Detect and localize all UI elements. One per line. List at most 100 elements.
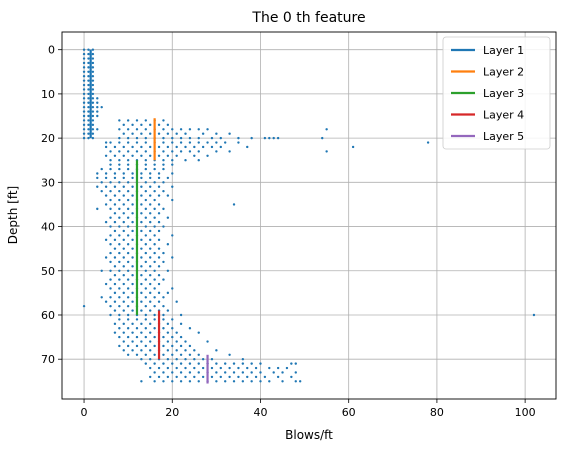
- data-point: [140, 282, 143, 286]
- data-point: [149, 194, 152, 197]
- data-point: [91, 105, 95, 109]
- data-point: [87, 128, 90, 131]
- data-point: [122, 154, 125, 158]
- data-point: [144, 167, 147, 171]
- data-point: [224, 371, 227, 374]
- data-point: [87, 88, 90, 91]
- data-point: [272, 371, 275, 374]
- data-point: [82, 83, 86, 87]
- data-point: [179, 353, 183, 356]
- data-point: [162, 159, 165, 162]
- x-tick-label: 0: [81, 406, 88, 419]
- data-point: [162, 225, 165, 228]
- data-point: [118, 189, 121, 193]
- data-point: [118, 260, 121, 264]
- data-point: [197, 159, 200, 162]
- data-point: [219, 375, 222, 379]
- data-point: [162, 304, 165, 308]
- data-point: [131, 176, 134, 180]
- data-point: [109, 313, 112, 317]
- data-point: [109, 189, 112, 193]
- data-point: [250, 362, 253, 365]
- data-point: [232, 380, 236, 383]
- data-point: [188, 344, 192, 348]
- data-point: [162, 181, 165, 184]
- data-point: [118, 344, 121, 348]
- data-point: [109, 141, 112, 144]
- data-point: [228, 353, 231, 356]
- data-point: [175, 366, 178, 370]
- data-point: [162, 163, 165, 166]
- data-point: [290, 362, 293, 365]
- data-point: [162, 167, 165, 171]
- data-point: [144, 189, 147, 193]
- data-point: [210, 136, 214, 140]
- data-point: [175, 300, 178, 303]
- data-point: [96, 172, 99, 175]
- data-point: [122, 282, 125, 286]
- x-tick-label: 20: [165, 406, 179, 419]
- data-point: [126, 225, 130, 228]
- legend-label: Layer 5: [483, 130, 524, 143]
- data-point: [126, 335, 130, 339]
- legend-label: Layer 2: [483, 66, 524, 79]
- data-point: [91, 92, 95, 96]
- data-point: [268, 380, 271, 383]
- data-point: [96, 176, 99, 180]
- data-point: [113, 172, 117, 175]
- data-point: [179, 150, 183, 153]
- data-point: [166, 269, 170, 272]
- data-point: [175, 331, 178, 334]
- data-point: [215, 150, 218, 153]
- data-point: [118, 269, 121, 272]
- data-point: [96, 128, 99, 131]
- data-point: [162, 128, 165, 131]
- data-point: [149, 176, 152, 180]
- data-point: [113, 185, 117, 188]
- data-point: [188, 327, 192, 330]
- data-point: [122, 132, 125, 135]
- data-point: [140, 340, 143, 343]
- data-point: [113, 194, 117, 197]
- data-point: [228, 366, 231, 370]
- data-point: [113, 309, 117, 312]
- data-point: [91, 114, 95, 118]
- data-point: [175, 154, 178, 158]
- data-point: [87, 136, 90, 140]
- data-point: [197, 362, 200, 365]
- data-point: [118, 335, 121, 339]
- data-point: [135, 344, 139, 348]
- data-point: [426, 141, 430, 144]
- data-point: [82, 61, 86, 65]
- data-point: [104, 185, 108, 188]
- data-point: [82, 52, 86, 56]
- data-point: [281, 371, 284, 374]
- data-point: [149, 265, 152, 268]
- data-point: [140, 132, 143, 135]
- data-point: [131, 212, 134, 215]
- data-point: [109, 198, 112, 202]
- data-point: [131, 132, 134, 135]
- data-point: [140, 176, 143, 180]
- data-point: [91, 119, 95, 122]
- data-point: [91, 52, 95, 56]
- data-point: [135, 141, 139, 144]
- data-point: [87, 61, 90, 65]
- data-point: [104, 145, 108, 149]
- data-point: [109, 269, 112, 272]
- data-point: [162, 251, 165, 255]
- data-point: [237, 141, 240, 144]
- data-point: [153, 362, 156, 365]
- data-point: [91, 97, 95, 100]
- data-point: [122, 229, 125, 233]
- data-point: [87, 75, 90, 78]
- data-point: [171, 159, 174, 162]
- data-point: [82, 119, 86, 122]
- data-point: [109, 216, 112, 219]
- x-tick-label: 40: [253, 406, 267, 419]
- y-tick-label: 40: [41, 221, 55, 234]
- data-point: [149, 123, 152, 127]
- data-point: [118, 234, 121, 237]
- data-point: [237, 366, 240, 370]
- data-point: [166, 243, 170, 246]
